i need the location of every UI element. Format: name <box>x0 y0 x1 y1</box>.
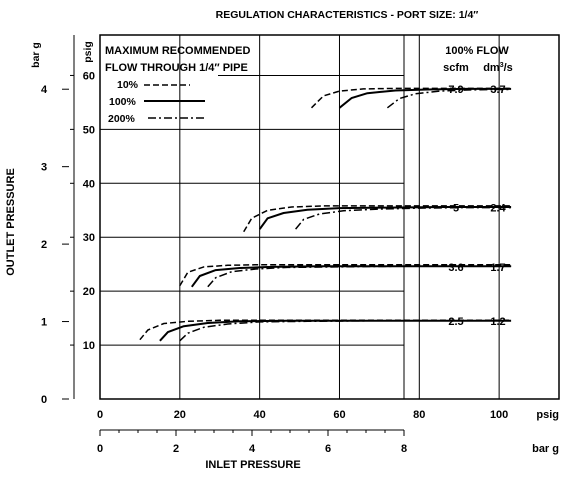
y-axis-bar-tick-label: 0 <box>41 394 47 406</box>
x-axis-bar-tick-label: 2 <box>173 443 179 455</box>
flow-table-col-scfm: scfm <box>443 62 469 74</box>
y-axis-bar-tick-label: 3 <box>41 162 47 174</box>
y-axis-psig-tick-label: 20 <box>83 286 95 298</box>
plot-frame <box>99 34 560 400</box>
x-axis-psig-tick-label: 80 <box>413 409 425 421</box>
regulation-curves <box>139 87 512 342</box>
legend-title-line1: MAXIMUM RECOMMENDED <box>105 45 250 57</box>
y-axis-title: OUTLET PRESSURE <box>5 168 17 276</box>
y-axis-psig-tick-label: 60 <box>83 70 95 82</box>
y-axis-psig-unit: psig <box>82 41 94 63</box>
curve-dashdot-group-4 <box>386 88 512 109</box>
y-axis-bar-tick-label: 2 <box>41 239 47 251</box>
curve-dashdot-group-3 <box>295 206 512 230</box>
x-axis-psig-tick-label: 40 <box>254 409 266 421</box>
y-axis-psig-tick-label: 50 <box>83 124 95 136</box>
curve-dashed-group-4 <box>310 87 512 109</box>
legend-entry-label: 200% <box>108 113 136 125</box>
x-axis-bar-tick-label: 6 <box>325 443 331 455</box>
x-axis-psig-tick-label: 60 <box>333 409 345 421</box>
curve-dashdot-group-2 <box>207 265 512 288</box>
flow-table-title: 100% FLOW <box>445 45 509 57</box>
flow-dm3s-value: 2.4 <box>490 203 506 215</box>
flow-scfm-value: 5 <box>453 203 459 215</box>
flow-table: 100% FLOW scfm dm3/s 7.9 3.7 5 2.4 3.6 1.7 2.5… <box>443 45 513 328</box>
x-axis-psig-tick-label: 100 <box>490 409 508 421</box>
x-axis-title: INLET PRESSURE <box>205 459 300 471</box>
y-axis-bar-tick-label: 1 <box>41 317 47 329</box>
legend-entry-label: 10% <box>117 79 139 91</box>
legend-title-line2: FLOW THROUGH 1/4″ PIPE <box>105 62 248 74</box>
legend-entry-label: 100% <box>109 96 137 108</box>
y-axis-psig-tick-label: 30 <box>83 232 95 244</box>
flow-dm3s-value: 1.7 <box>490 262 505 274</box>
y-axis-psig-tick-label: 10 <box>83 340 95 352</box>
x-axes: psig bar g INLET PRESSURE 0 20 40 60 80 100 0 2… <box>97 409 559 471</box>
y-axis-psig-tick-label: 40 <box>83 178 95 190</box>
flow-scfm-value: 7.9 <box>448 84 463 96</box>
x-axis-bar-tick-label: 4 <box>249 443 256 455</box>
curve-dashed-group-2 <box>179 263 512 287</box>
x-axis-psig-tick-label: 0 <box>97 409 103 421</box>
flow-table-col-dm3s: dm3/s <box>483 62 513 74</box>
curve-dashed-group-3 <box>243 205 512 233</box>
x-axis-bar-tick-label: 8 <box>401 443 407 455</box>
curve-solid-group-2 <box>190 265 512 288</box>
legend: MAXIMUM RECOMMENDED FLOW THROUGH 1/4″ PI… <box>105 45 250 125</box>
x-axis-psig-unit: psig <box>536 409 559 421</box>
x-axis-psig-tick-label: 20 <box>174 409 186 421</box>
flow-dm3s-value: 3.7 <box>490 84 505 96</box>
y-axis-bar-tick-label: 4 <box>41 84 48 96</box>
flow-dm3s-value: 1.2 <box>490 316 505 328</box>
chart-title: REGULATION CHARACTERISTICS - PORT SIZE: … <box>216 9 479 21</box>
flow-scfm-value: 3.6 <box>448 262 463 274</box>
curve-dashdot-group-1 <box>179 320 512 342</box>
x-axis-bar-unit: bar g <box>532 443 559 455</box>
y-axes: psig bar g OUTLET PRESSURE 10 20 30 40 50 60 0… <box>5 35 95 406</box>
curve-solid-group-4 <box>338 87 512 109</box>
y-axis-bar-unit: bar g <box>30 42 42 68</box>
flow-scfm-value: 2.5 <box>448 316 463 328</box>
x-axis-bar-tick-label: 0 <box>97 443 103 455</box>
grid-lines <box>100 35 500 399</box>
